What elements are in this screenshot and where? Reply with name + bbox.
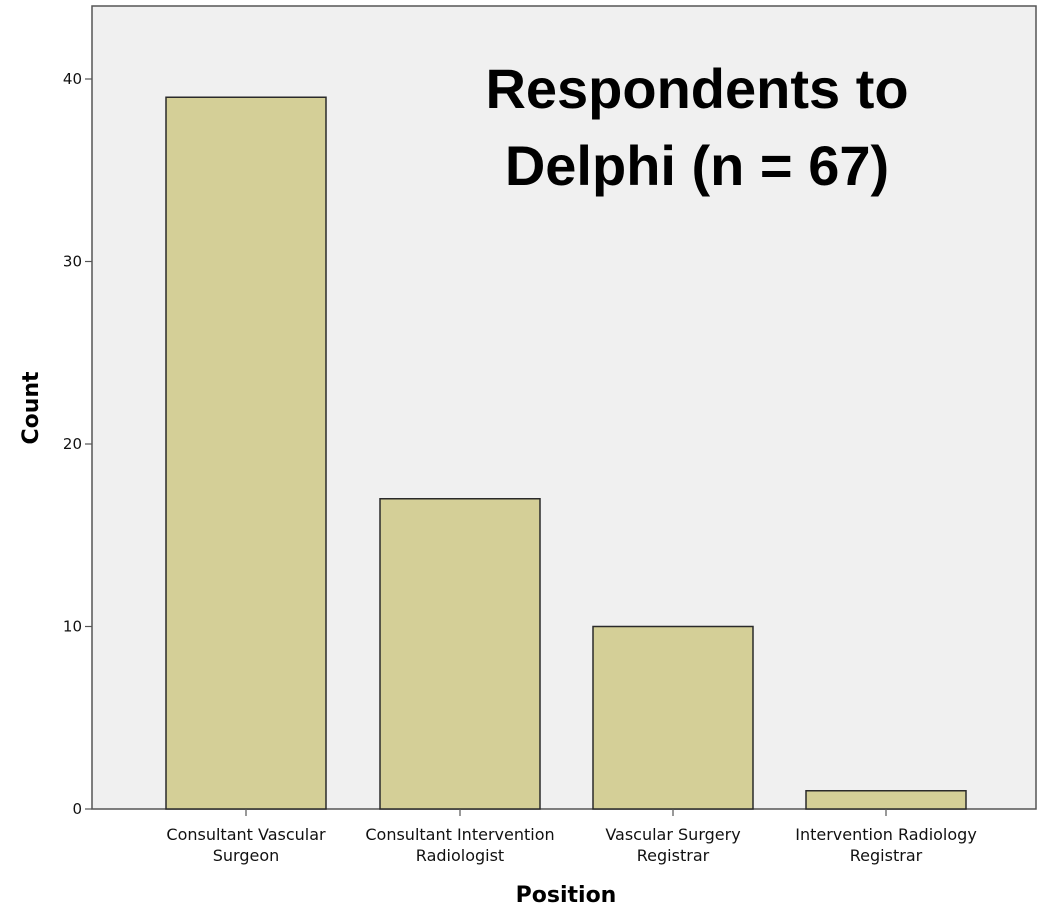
x-tick-label-line: Registrar — [637, 846, 710, 865]
chart-title: Respondents to Delphi (n = 67) — [485, 57, 908, 197]
x-tick-label: Vascular Surgery Registrar — [605, 825, 740, 865]
bar — [592, 625, 754, 810]
axis-titles: Position Count — [19, 371, 616, 908]
bar — [805, 790, 967, 810]
bar — [165, 96, 327, 810]
chart-title-line: Delphi (n = 67) — [505, 134, 889, 197]
chart-title-line: Respondents to — [485, 57, 908, 120]
x-axis-title: Position — [516, 883, 617, 908]
x-tick-label-line: Registrar — [850, 846, 923, 865]
bar — [379, 498, 541, 810]
y-tick-label: 40 — [63, 70, 82, 88]
x-tick-label: Consultant Intervention Radiologist — [365, 825, 554, 865]
x-tick-label-line: Consultant Vascular — [166, 825, 326, 844]
y-tick-label: 0 — [72, 800, 82, 818]
x-tick-label-line: Consultant Intervention — [365, 825, 554, 844]
x-tick-label-line: Intervention Radiology — [795, 825, 977, 844]
x-tick-label-line: Surgeon — [213, 846, 280, 865]
x-tick-label: Consultant Vascular Surgeon — [166, 825, 326, 865]
y-tick-label: 10 — [63, 618, 82, 636]
y-tick-label: 30 — [63, 253, 82, 271]
x-tick-label-line: Vascular Surgery — [605, 825, 740, 844]
bars-layer — [165, 96, 967, 810]
y-axis-title: Count — [19, 371, 44, 445]
x-tick-label: Intervention Radiology Registrar — [795, 825, 977, 865]
x-tick-label-line: Radiologist — [416, 846, 504, 865]
y-tick-label: 20 — [63, 435, 82, 453]
